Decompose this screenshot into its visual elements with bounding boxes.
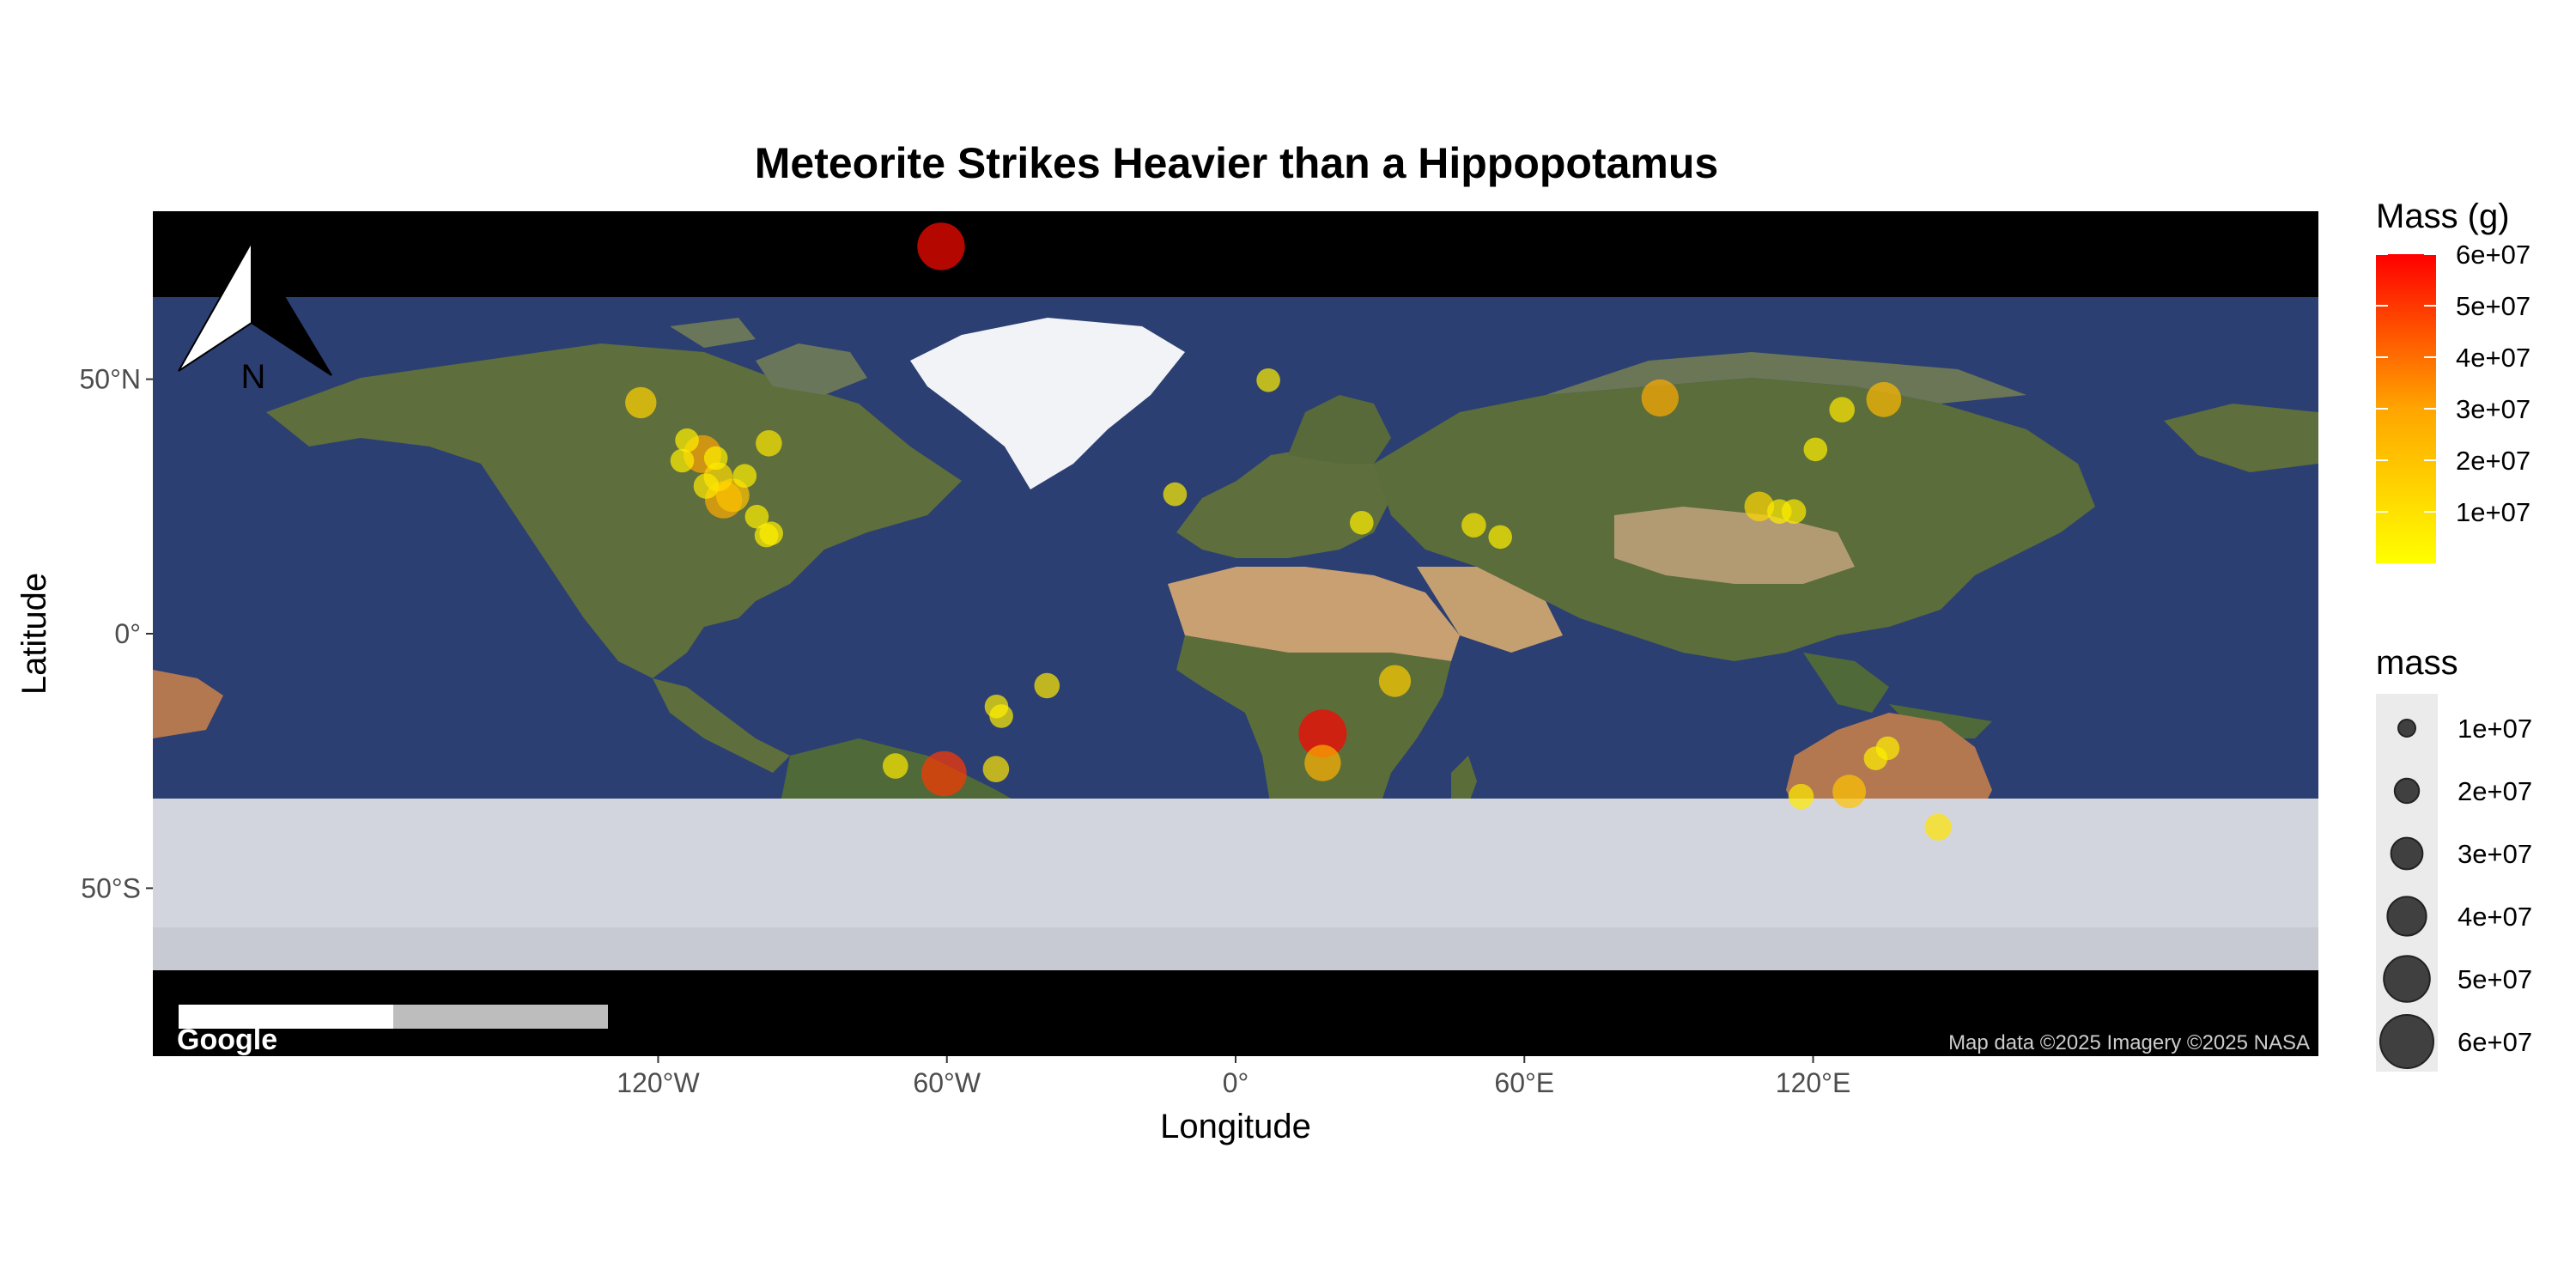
size-legend-label: 1e+07 bbox=[2458, 714, 2532, 744]
color-legend-title: Mass (g) bbox=[2376, 197, 2510, 235]
greenland-ice bbox=[910, 318, 1185, 489]
scale-bar-gray bbox=[393, 1005, 608, 1029]
asia-desert bbox=[1614, 507, 1855, 584]
color-legend-label: 6e+07 bbox=[2456, 240, 2530, 270]
x-tick-label: 60°W bbox=[913, 1067, 981, 1098]
map-attribution: Map data ©2025 Imagery ©2025 NASA bbox=[1948, 1031, 2310, 1054]
y-tick-label: 50°S bbox=[81, 872, 141, 903]
meteorite-point bbox=[1832, 775, 1867, 809]
meteorite-point bbox=[1744, 491, 1775, 522]
meteorite-point bbox=[670, 448, 695, 473]
meteorite-point bbox=[1803, 437, 1828, 462]
size-legend-background bbox=[2376, 694, 2438, 1072]
africa-land bbox=[1168, 567, 1460, 661]
size-legend-key bbox=[2390, 836, 2424, 871]
x-axis: 120°W 60°W 0° 60°E 120°E bbox=[617, 1056, 1850, 1098]
meteorite-point bbox=[989, 704, 1013, 728]
google-logo: Google bbox=[177, 1024, 277, 1056]
central-america-land bbox=[653, 678, 790, 773]
size-legend: mass 1e+07 2e+07 3e+07 4e+07 5e+07 6e+07 bbox=[2376, 644, 2532, 1072]
chart-title: Meteorite Strikes Heavier than a Hippopo… bbox=[755, 139, 1719, 187]
arabia-land bbox=[1417, 567, 1563, 653]
meteorite-point bbox=[732, 464, 757, 488]
x-tick-label: 120°W bbox=[617, 1067, 700, 1098]
size-legend-key bbox=[2379, 1014, 2434, 1069]
meteorite-point bbox=[1378, 665, 1412, 697]
size-legend-key bbox=[2393, 777, 2421, 805]
meteorite-point bbox=[744, 504, 769, 529]
map-panel: Google Map data ©2025 Imagery ©2025 NASA… bbox=[153, 211, 2318, 1056]
meteorite-point bbox=[675, 428, 699, 453]
scandinavia-land bbox=[1288, 395, 1391, 464]
north-arrow-right-half bbox=[251, 239, 332, 376]
meteorite-point bbox=[1924, 813, 1952, 841]
x-tick-label: 120°E bbox=[1776, 1067, 1851, 1098]
color-legend: Mass (g) 6e+07 5e+07 4e+07 3e+07 2e+07 1e+07 bbox=[2376, 197, 2530, 563]
canadian-arctic-land bbox=[670, 318, 867, 395]
meteorite-point bbox=[1781, 499, 1807, 524]
europe-land bbox=[1176, 447, 1391, 558]
land-masses bbox=[153, 318, 2318, 1056]
y-tick-label: 0° bbox=[114, 618, 141, 649]
size-legend-items: 1e+07 2e+07 3e+07 4e+07 5e+07 6e+07 bbox=[2379, 714, 2532, 1069]
meteorite-point bbox=[1298, 709, 1347, 758]
north-america-land bbox=[266, 343, 962, 678]
southeast-asia-land bbox=[1803, 653, 1992, 738]
meteorite-point bbox=[982, 756, 1010, 782]
color-legend-label: 5e+07 bbox=[2456, 291, 2530, 321]
size-legend-key bbox=[2383, 955, 2431, 1003]
size-legend-label: 5e+07 bbox=[2458, 964, 2532, 994]
y-axis-title: Latitude bbox=[15, 573, 53, 695]
meteorite-point bbox=[917, 222, 965, 270]
north-arrow-icon: N bbox=[178, 239, 332, 396]
points-layer bbox=[625, 222, 1952, 841]
meteorite-point bbox=[921, 750, 967, 797]
color-legend-label: 1e+07 bbox=[2456, 497, 2530, 527]
size-legend-key bbox=[2386, 896, 2427, 937]
size-legend-label: 2e+07 bbox=[2458, 776, 2532, 806]
meteorite-point bbox=[1875, 736, 1900, 761]
x-tick-label: 0° bbox=[1223, 1067, 1249, 1098]
meteorite-point bbox=[703, 446, 728, 471]
size-legend-label: 3e+07 bbox=[2458, 839, 2532, 869]
meteorite-point bbox=[759, 521, 783, 545]
color-legend-label: 3e+07 bbox=[2456, 394, 2530, 424]
meteorite-point bbox=[1788, 783, 1814, 810]
y-tick-label: 50°N bbox=[80, 364, 142, 395]
y-axis: 50°N 0° 50°S bbox=[80, 364, 153, 903]
size-legend-label: 4e+07 bbox=[2458, 902, 2532, 932]
meteorite-point bbox=[883, 753, 908, 779]
meteorite-point bbox=[1641, 379, 1680, 417]
australia-wrap-land bbox=[153, 670, 223, 738]
north-arrow-label: N bbox=[241, 358, 266, 396]
meteorite-point bbox=[1304, 744, 1341, 781]
meteorite-point bbox=[1034, 672, 1060, 699]
meteorite-point bbox=[625, 386, 657, 419]
x-tick-label: 60°E bbox=[1494, 1067, 1554, 1098]
alaska-wrap-land bbox=[2164, 404, 2318, 472]
antarctica-band bbox=[153, 927, 2318, 970]
meteorite-point bbox=[1256, 368, 1280, 392]
size-legend-key bbox=[2397, 719, 2416, 738]
x-axis-title: Longitude bbox=[1160, 1108, 1311, 1145]
meteorite-point bbox=[756, 430, 782, 457]
meteorite-point bbox=[1488, 525, 1512, 550]
meteorite-point bbox=[1461, 513, 1486, 538]
color-legend-label: 4e+07 bbox=[2456, 343, 2530, 373]
color-legend-label: 2e+07 bbox=[2456, 446, 2530, 476]
meteorite-point bbox=[1829, 397, 1855, 423]
meteorite-point bbox=[693, 473, 720, 499]
meteorite-point bbox=[1350, 511, 1374, 535]
color-legend-labels: 6e+07 5e+07 4e+07 3e+07 2e+07 1e+07 bbox=[2376, 240, 2530, 527]
size-legend-title: mass bbox=[2376, 644, 2458, 682]
size-legend-label: 6e+07 bbox=[2458, 1027, 2532, 1057]
siberia-land bbox=[1546, 352, 2026, 404]
scale-bar-white bbox=[179, 1005, 393, 1029]
meteorite-point bbox=[1163, 482, 1188, 507]
meteorite-point bbox=[1866, 381, 1902, 417]
